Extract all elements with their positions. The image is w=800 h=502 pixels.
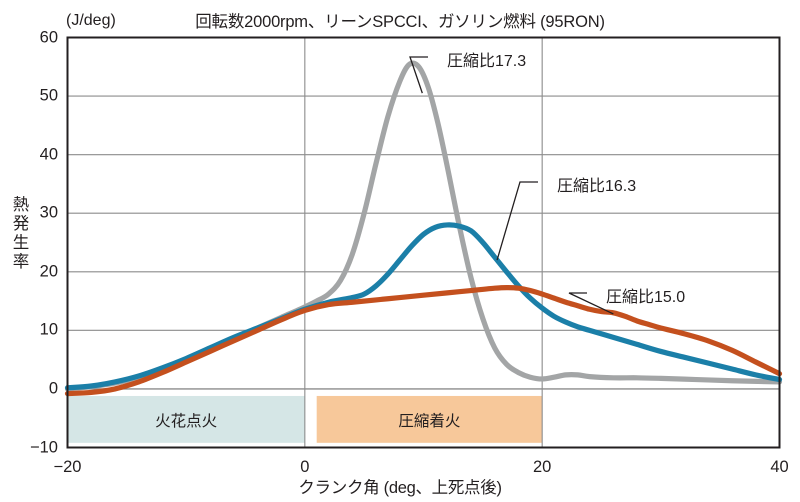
y-tick-label-10: 10 <box>39 320 58 339</box>
x-axis-title: クランク角 (deg、上死点後) <box>298 479 502 497</box>
annot-150-leader <box>568 292 614 315</box>
band-compression-ignition-label: 圧縮着火 <box>398 413 461 431</box>
x-tick-label--20: −20 <box>53 457 82 476</box>
x-tick-label-0: 0 <box>300 457 310 476</box>
series-line-圧縮比16.3 <box>64 222 783 391</box>
y-tick-label-0: 0 <box>48 379 58 398</box>
y-axis-title: 熱発生率 <box>12 196 30 271</box>
band-spark-ignition-label: 火花点火 <box>155 413 218 431</box>
annotation-leader-lines <box>409 56 614 315</box>
y-tick-label-30: 30 <box>39 203 58 222</box>
annot-163-label: 圧縮比16.3 <box>557 178 637 195</box>
annot-173-leader <box>409 56 428 94</box>
y-tick-label-50: 50 <box>39 86 58 105</box>
series-line-圧縮比15.0 <box>64 285 783 397</box>
band-compression-ignition <box>316 395 543 443</box>
ignition-bands <box>67 395 543 443</box>
y-tick-label-60: 60 <box>39 28 58 46</box>
annot-150-label: 圧縮比15.0 <box>606 289 686 306</box>
annot-163-leader <box>496 181 538 261</box>
x-tick-label-20: 20 <box>532 457 552 476</box>
y-axis-unit-label: (J/deg) <box>66 12 116 29</box>
x-tick-label-40: 40 <box>770 457 789 476</box>
y-tick-label-20: 20 <box>39 262 58 281</box>
annot-173-label: 圧縮比17.3 <box>447 53 527 70</box>
plot-frame <box>66 36 781 449</box>
chart-title: 回転数2000rpm、リーンSPCCI、ガソリン燃料 (95RON) <box>195 13 605 31</box>
y-tick-label-40: 40 <box>39 145 58 164</box>
series-line-圧縮比17.3 <box>64 60 783 392</box>
gridlines <box>67 37 780 448</box>
band-spark-ignition <box>67 395 305 443</box>
y-tick-label--10: −10 <box>30 438 58 456</box>
series-lines <box>64 60 783 397</box>
